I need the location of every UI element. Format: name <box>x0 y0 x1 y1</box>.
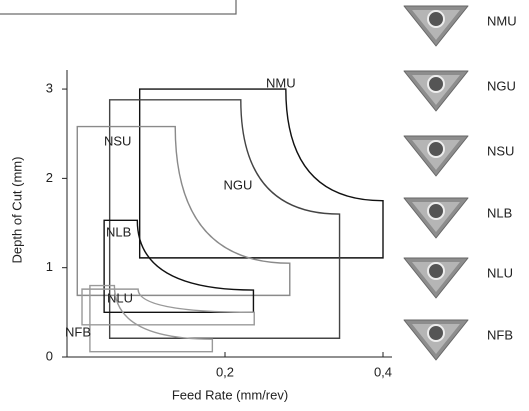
insert-hole <box>427 262 445 280</box>
region-label: NFB <box>65 324 91 339</box>
region <box>103 219 255 314</box>
x-axis-title: Feed Rate (mm/rev) <box>172 387 288 402</box>
region-label: NSU <box>104 133 131 148</box>
y-axis-title: Depth of Cut (mm) <box>9 157 24 264</box>
legend-item: NSU <box>403 135 514 177</box>
legend-label: NMU <box>487 13 517 28</box>
region-label: NLU <box>107 290 133 305</box>
region-label: NLB <box>106 224 131 239</box>
y-tick-label: 3 <box>46 81 53 96</box>
insert-hole <box>427 10 445 28</box>
insert-hole <box>427 202 445 220</box>
y-tick-label: 0 <box>46 348 53 363</box>
region-label: NGU <box>224 177 253 192</box>
frame-fragment <box>0 0 237 15</box>
insert-hole <box>427 324 445 342</box>
x-tick-label: 0,2 <box>216 364 234 379</box>
legend-label: NGU <box>487 78 516 93</box>
legend-label: NFB <box>487 327 513 342</box>
region <box>81 288 255 326</box>
y-tick-label: 1 <box>46 259 53 274</box>
y-tick-label: 2 <box>46 170 53 185</box>
legend-label: NSU <box>487 143 514 158</box>
legend-item: NMU <box>403 5 517 47</box>
legend-item: NLU <box>403 257 513 299</box>
legend-item: NFB <box>403 319 513 361</box>
region <box>108 99 341 339</box>
region <box>89 284 214 353</box>
legend-item: NGU <box>403 70 516 112</box>
region-label: NMU <box>266 75 296 90</box>
insert-hole <box>427 75 445 93</box>
region <box>76 125 291 297</box>
legend-item: NLB <box>403 197 512 239</box>
region <box>138 88 384 259</box>
legend-label: NLB <box>487 205 512 220</box>
x-tick-label: 0,4 <box>374 364 392 379</box>
legend-label: NLU <box>487 265 513 280</box>
insert-hole <box>427 140 445 158</box>
